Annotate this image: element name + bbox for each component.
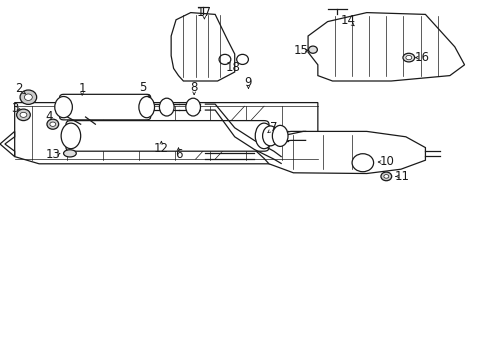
Ellipse shape [61,123,81,149]
Ellipse shape [63,150,76,157]
Ellipse shape [47,119,59,129]
Text: 6: 6 [174,148,182,161]
Text: 14: 14 [340,14,355,27]
Ellipse shape [20,112,27,117]
Ellipse shape [50,122,56,126]
Ellipse shape [380,172,391,181]
Polygon shape [15,103,317,164]
Text: 10: 10 [379,156,394,168]
Polygon shape [307,13,464,81]
Ellipse shape [351,154,373,172]
Text: 12: 12 [154,142,168,155]
Ellipse shape [308,46,317,53]
Polygon shape [254,131,425,174]
Text: 15: 15 [293,44,307,57]
Polygon shape [171,13,234,81]
Text: 3: 3 [11,102,19,114]
Text: 7: 7 [269,121,277,134]
Ellipse shape [255,123,272,149]
Ellipse shape [55,96,72,118]
Ellipse shape [185,98,200,116]
Ellipse shape [405,55,411,60]
Text: 18: 18 [225,61,240,74]
Text: 9: 9 [244,76,252,89]
FancyBboxPatch shape [66,121,268,151]
Text: 8: 8 [190,81,198,94]
Text: 1: 1 [78,82,86,95]
Ellipse shape [383,175,388,178]
Ellipse shape [20,90,37,104]
Text: 2: 2 [15,82,22,95]
Ellipse shape [159,98,174,116]
Ellipse shape [272,125,287,147]
Text: 4: 4 [45,111,53,123]
Text: 13: 13 [45,148,60,161]
Text: 17: 17 [197,6,211,19]
Text: 5: 5 [139,81,147,94]
Ellipse shape [17,109,30,121]
FancyBboxPatch shape [60,94,150,120]
Text: 11: 11 [394,170,408,183]
Polygon shape [0,131,15,157]
Ellipse shape [139,96,154,118]
Ellipse shape [262,126,278,146]
Ellipse shape [402,53,414,62]
Ellipse shape [24,94,32,100]
Text: 16: 16 [414,51,429,64]
